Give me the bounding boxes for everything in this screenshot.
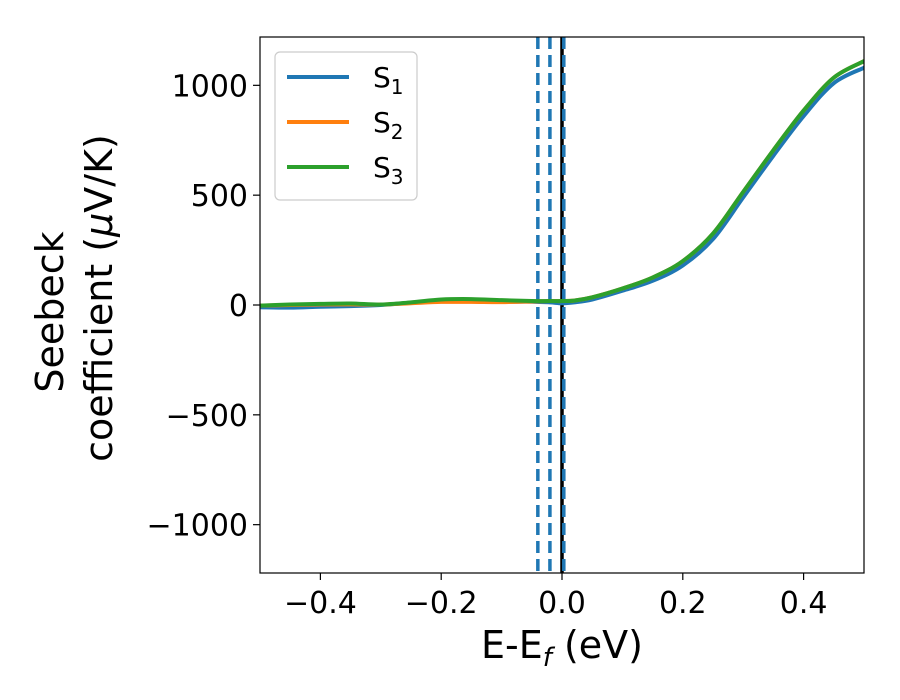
legend-label-S1: S1 xyxy=(373,61,404,99)
legend-box xyxy=(274,51,418,201)
series-lines xyxy=(260,59,864,310)
y-axis-label-line1: Seebeck xyxy=(28,231,72,392)
legend: S1 S2 S3 xyxy=(274,51,418,201)
x-tick-label: 0.0 xyxy=(538,586,586,621)
legend-label-S2: S2 xyxy=(373,106,404,144)
series-line-S3 xyxy=(260,59,864,308)
y-tick-label: −1000 xyxy=(147,509,248,544)
x-tick-label: −0.2 xyxy=(405,586,478,621)
x-axis-label: E-Ef (eV) xyxy=(481,623,643,673)
y-axis-label: Seebeck coefficient (μV/K) xyxy=(28,134,121,462)
y-tick-label: 1000 xyxy=(172,69,248,104)
y-tick-label: 500 xyxy=(191,179,248,214)
y-axis-label-line2: coefficient (μV/K) xyxy=(77,134,121,462)
y-tick-label: −500 xyxy=(166,399,248,434)
x-tick-label: 0.2 xyxy=(659,586,707,621)
x-tick-label: 0.4 xyxy=(780,586,828,621)
y-axis-ticks: −1000 −500 0 500 1000 xyxy=(147,69,260,544)
y-tick-label: 0 xyxy=(229,289,248,324)
legend-label-S3: S3 xyxy=(373,151,404,189)
x-tick-label: −0.4 xyxy=(284,586,357,621)
x-axis-ticks: −0.4 −0.2 0.0 0.2 0.4 xyxy=(284,573,827,621)
